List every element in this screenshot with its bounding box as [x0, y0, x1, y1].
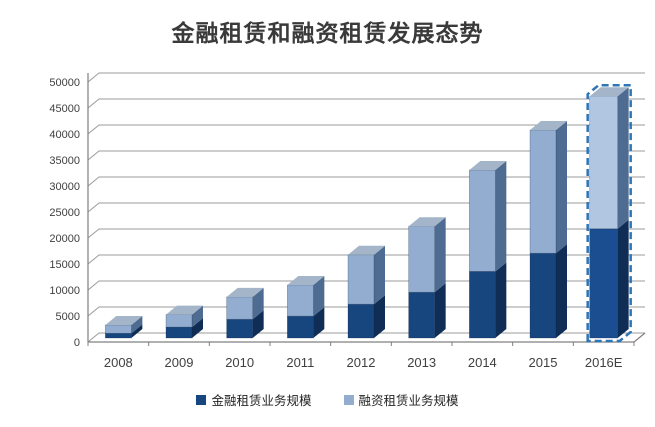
- y-axis-tick-label: 0: [74, 337, 80, 349]
- gridline: [87, 280, 645, 291]
- bar-segment-finance-leasing: [165, 314, 193, 328]
- gridline: [87, 176, 645, 187]
- bar-top-face: [348, 245, 385, 255]
- x-axis-category-label: 2011: [286, 355, 314, 370]
- gridline: [87, 124, 645, 135]
- y-axis-tick-label: 30000: [49, 181, 80, 193]
- highlight-dashed-outline: [586, 83, 632, 343]
- x-axis-category-label: 2012: [347, 355, 376, 370]
- bar-top-face: [226, 287, 264, 297]
- bar-side-face: [434, 217, 446, 293]
- bar-side-face: [434, 283, 446, 338]
- y-axis-tick-label: 35000: [49, 155, 80, 167]
- bar-side-face: [192, 318, 203, 338]
- legend-swatch-dark-blue: [196, 394, 207, 405]
- legend-label-finance-leasing: 融资租赁业务规模: [358, 394, 459, 408]
- bar-segment-finance-leasing: [468, 169, 496, 272]
- bar-segment-finance-leasing: [347, 254, 375, 305]
- bar-segment-finance-leasing: [286, 284, 314, 317]
- bar-segment-financial-leasing: [408, 291, 436, 339]
- bar-side-face: [313, 275, 325, 317]
- legend-item-finance-leasing: 融资租赁业务规模: [343, 390, 459, 409]
- bar-segment-financial-leasing: [104, 332, 132, 339]
- bar-side-face: [556, 121, 567, 254]
- x-axis-category-label: 2008: [104, 355, 133, 370]
- bar-segment-finance-leasing: [529, 129, 557, 254]
- bar-side-face: [617, 87, 629, 229]
- bar-side-face: [495, 262, 507, 338]
- gridline: [87, 98, 645, 109]
- y-axis-tick-label: 20000: [49, 233, 80, 245]
- bar-top-face: [530, 121, 567, 130]
- x-axis-category-label: 2013: [407, 355, 436, 370]
- bar-top-face: [287, 275, 325, 285]
- bar-top-face: [469, 161, 507, 171]
- y-axis-tick-label: 40000: [49, 129, 80, 141]
- legend-label-financial-leasing: 金融租赁业务规模: [211, 394, 312, 408]
- bar-side-face: [556, 244, 567, 338]
- x-axis-category-label: 2016E: [585, 355, 623, 370]
- y-axis-tick-label: 25000: [49, 207, 80, 219]
- y-axis-tick-label: 50000: [49, 77, 80, 89]
- bar-segment-financial-leasing: [165, 326, 193, 339]
- chart-legend: 金融租赁业务规模 融资租赁业务规模: [0, 390, 655, 409]
- bar-segment-financial-leasing: [226, 318, 254, 339]
- bar-segment-financial-leasing: [468, 271, 496, 339]
- gridline: [87, 72, 645, 83]
- bar-side-face: [374, 245, 385, 305]
- bar-side-face: [617, 219, 629, 338]
- legend-item-financial-leasing: 金融租赁业务规模: [196, 390, 312, 409]
- y-axis-tick-label: 5000: [56, 311, 80, 323]
- x-axis-category-label: 2015: [529, 355, 558, 370]
- gridline: [87, 332, 645, 343]
- bar-segment-financial-leasing: [347, 303, 375, 339]
- bar-segment-finance-leasing: [104, 324, 132, 334]
- bar-side-face: [313, 307, 325, 338]
- bar-side-face: [252, 310, 264, 338]
- gridline: [87, 150, 645, 161]
- bar-segment-financial-leasing: [529, 252, 557, 339]
- bar-segment-financial-leasing: [286, 315, 314, 339]
- bar-side-face: [495, 161, 507, 272]
- bar-segment-financial-leasing: [589, 228, 619, 339]
- bar-segment-finance-leasing: [226, 296, 254, 320]
- gridline: [87, 254, 645, 265]
- bar-top-face: [166, 305, 203, 315]
- bar-top-face: [589, 87, 629, 97]
- bar-side-face: [131, 316, 143, 334]
- stacked-bar-chart-canvas: 0 5000 10000 15000 20000 25000 30000 35000 40000…: [49, 72, 646, 370]
- legend-swatch-light-blue: [343, 394, 354, 405]
- gridline: [87, 202, 645, 213]
- bar-side-face: [374, 295, 385, 338]
- gridline: [87, 228, 645, 239]
- bar-top-face: [408, 217, 446, 227]
- bar-side-face: [131, 324, 143, 338]
- y-axis-tick-label: 45000: [49, 103, 80, 115]
- x-axis-category-label: 2014: [468, 355, 497, 370]
- chart-title: 金融租赁和融资租赁发展态势: [171, 20, 484, 46]
- x-axis-category-label: 2010: [225, 355, 254, 370]
- x-axis-category-label: 2009: [165, 355, 194, 370]
- y-axis-tick-label: 15000: [49, 259, 80, 271]
- bar-segment-finance-leasing: [589, 95, 619, 230]
- bar-segment-finance-leasing: [408, 225, 436, 293]
- gridline: [87, 306, 645, 317]
- y-axis-tick-label: 10000: [49, 285, 80, 297]
- bar-side-face: [192, 305, 203, 328]
- bar-side-face: [252, 287, 264, 320]
- bar-top-face: [105, 316, 143, 325]
